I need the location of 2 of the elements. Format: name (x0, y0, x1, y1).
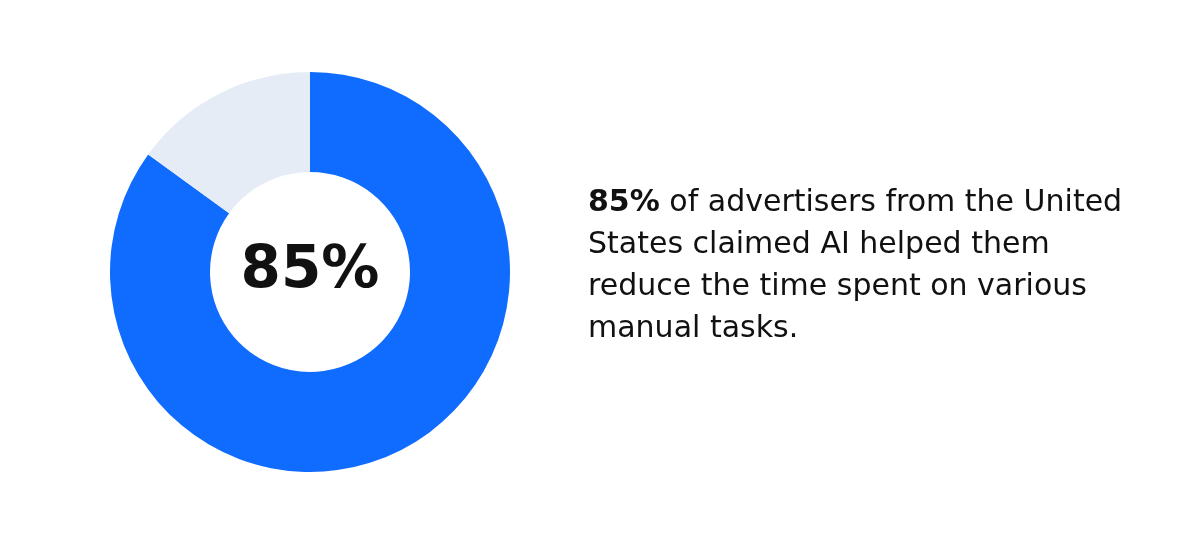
data-label: 85% (240, 233, 380, 302)
text: 85% of advertisers from the United States claimed AI helped them reduce the time spent on various manual tasks. (588, 183, 1123, 344)
